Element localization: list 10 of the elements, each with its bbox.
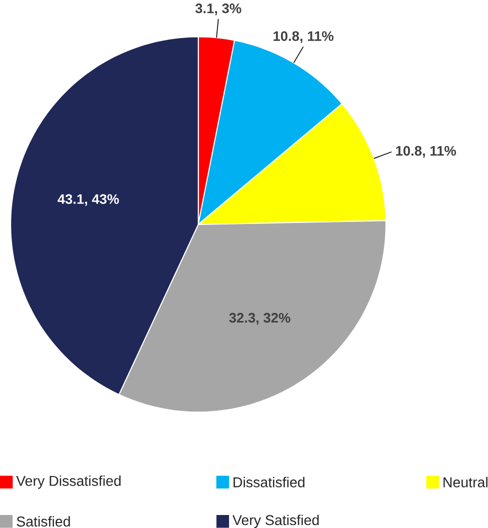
data-label: 3.1, 3% [195, 4, 242, 16]
data-label: 43.1, 43% [57, 194, 119, 206]
data-label: 10.8, 11% [273, 31, 334, 43]
legend-label: Very Satisfied [232, 514, 319, 528]
data-label: 32.3, 32% [228, 312, 290, 325]
legend-label: Dissatisfied [233, 476, 304, 488]
legend-label: Neutral [443, 476, 488, 488]
legend-label: Satisfied [16, 516, 70, 527]
legend-label: Very Dissatisfied [16, 475, 120, 489]
data-label: 10.8, 11% [396, 146, 456, 158]
